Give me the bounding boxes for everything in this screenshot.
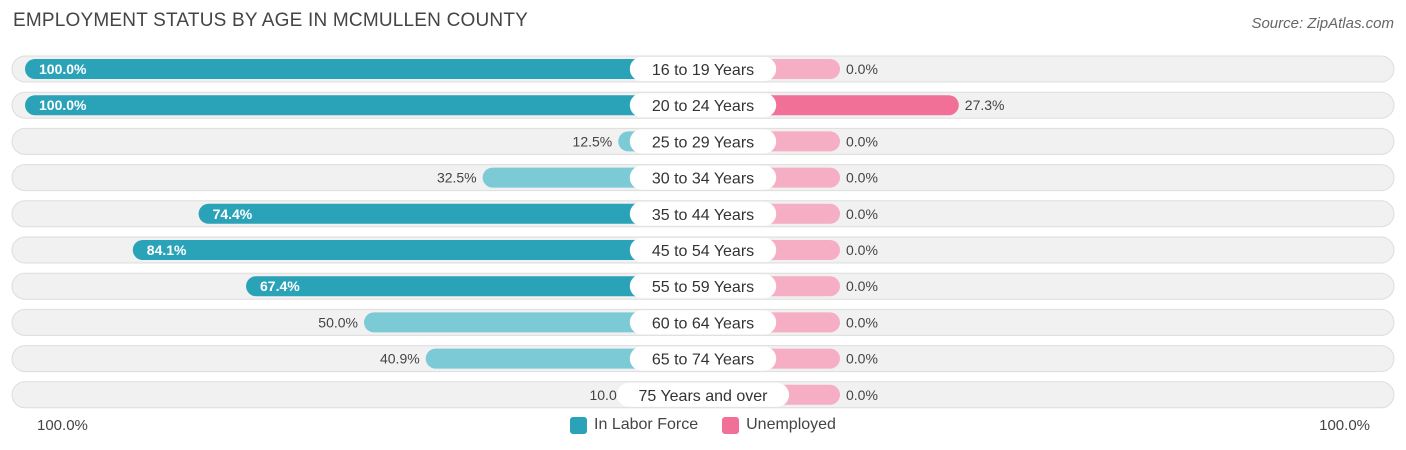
category-label-65-to-74-years: 65 to 74 Years: [652, 352, 754, 369]
category-pill-16-to-19-years: [629, 57, 777, 81]
data-label-unemployed-16-to-19-years: 0.0%: [846, 61, 878, 77]
data-label-unemployed-65-to-74-years: 0.0%: [846, 351, 878, 367]
category-label-30-to-34-years: 30 to 34 Years: [652, 171, 754, 188]
data-label-unemployed-75-years-and-over: 0.0%: [846, 387, 878, 403]
data-label-labor-force-65-to-74-years: 40.9%: [380, 351, 420, 367]
category-label-45-to-54-years: 45 to 54 Years: [652, 243, 754, 260]
category-label-16-to-19-years: 16 to 19 Years: [652, 62, 754, 79]
data-label-labor-force-25-to-29-years: 12.5%: [573, 133, 613, 149]
data-label-unemployed-20-to-24-years: 27.3%: [965, 97, 1005, 113]
category-label-75-years-and-over: 75 Years and over: [639, 388, 769, 405]
category-label-25-to-29-years: 25 to 29 Years: [652, 134, 754, 151]
category-pill-30-to-34-years: [629, 165, 777, 190]
axis-right-label: 100.0%: [1319, 417, 1370, 434]
bar-labor-force-16-to-19-years: [25, 59, 703, 79]
chart-title: EMPLOYMENT STATUS BY AGE IN MCMULLEN COU…: [13, 10, 529, 31]
axis-left-label: 100.0%: [37, 417, 88, 434]
data-label-labor-force-45-to-54-years: 84.1%: [147, 242, 187, 258]
category-pill-55-to-59-years: [629, 274, 777, 299]
data-label-labor-force-30-to-34-years: 32.5%: [437, 170, 477, 186]
category-pill-35-to-44-years: [629, 201, 777, 226]
data-label-unemployed-25-to-29-years: 0.0%: [846, 133, 878, 149]
legend: In Labor Force Unemployed: [0, 416, 1406, 434]
data-label-labor-force-20-to-24-years: 100.0%: [39, 97, 87, 113]
legend-swatch-unemployed: [722, 416, 740, 434]
legend-label-unemployed: Unemployed: [746, 416, 836, 433]
data-label-unemployed-30-to-34-years: 0.0%: [846, 170, 878, 186]
bar-labor-force-35-to-44-years: [198, 203, 703, 224]
data-label-unemployed-35-to-44-years: 0.0%: [846, 206, 878, 222]
bar-labor-force-60-to-64-years: [364, 312, 703, 333]
data-label-unemployed-45-to-54-years: 0.0%: [846, 242, 878, 258]
category-pill-60-to-64-years: [629, 310, 777, 335]
data-label-unemployed-55-to-59-years: 0.0%: [846, 278, 878, 294]
data-label-labor-force-35-to-44-years: 74.4%: [213, 206, 253, 222]
category-pill-45-to-54-years: [629, 238, 777, 262]
category-label-60-to-64-years: 60 to 64 Years: [652, 315, 754, 332]
data-label-labor-force-16-to-19-years: 100.0%: [39, 61, 87, 77]
data-label-labor-force-60-to-64-years: 50.0%: [318, 314, 358, 330]
bar-labor-force-20-to-24-years: [25, 95, 703, 116]
source-label: Source: ZipAtlas.com: [1251, 15, 1394, 32]
category-label-20-to-24-years: 20 to 24 Years: [652, 98, 754, 115]
legend-item-unemployed[interactable]: Unemployed: [722, 416, 836, 434]
category-pill-75-years-and-over: [616, 382, 790, 407]
category-pill-65-to-74-years: [629, 346, 777, 371]
bar-labor-force-55-to-59-years: [246, 276, 703, 297]
data-label-unemployed-60-to-64-years: 0.0%: [846, 314, 878, 330]
legend-swatch-labor-force: [570, 416, 588, 434]
data-label-labor-force-55-to-59-years: 67.4%: [260, 278, 300, 294]
category-label-35-to-44-years: 35 to 44 Years: [652, 207, 754, 224]
category-label-55-to-59-years: 55 to 59 Years: [652, 279, 754, 296]
category-pill-20-to-24-years: [629, 93, 777, 118]
legend-item-labor-force[interactable]: In Labor Force: [570, 416, 698, 434]
legend-label-labor-force: In Labor Force: [594, 416, 699, 433]
category-pill-25-to-29-years: [629, 129, 777, 154]
bar-labor-force-45-to-54-years: [132, 240, 703, 260]
chart-canvas: 100.0% 0.0% 16 to 19 Years 100.0% 27.3% 20 to…: [11, 55, 1395, 409]
